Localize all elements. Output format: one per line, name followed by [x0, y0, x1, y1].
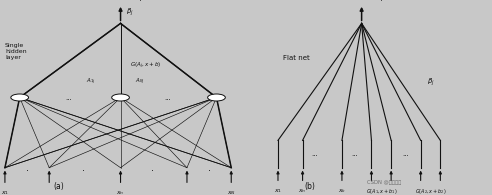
Text: $x_1$: $x_1$: [274, 187, 282, 195]
Text: Single
hidden
layer: Single hidden layer: [5, 43, 27, 60]
Text: $x_k$: $x_k$: [338, 187, 346, 195]
Text: $\beta_j$: $\beta_j$: [126, 7, 134, 18]
Text: ...: ...: [402, 151, 409, 157]
Text: .: .: [151, 163, 154, 173]
Text: .: .: [26, 163, 29, 173]
Text: .: .: [208, 163, 211, 173]
Circle shape: [11, 94, 29, 101]
Text: (a): (a): [54, 182, 64, 191]
Text: .: .: [82, 163, 85, 173]
Text: $A_{1j}$: $A_{1j}$: [86, 77, 96, 87]
Text: $G(A_2,x+b_2)$: $G(A_2,x+b_2)$: [415, 187, 446, 195]
Text: $\beta_j$: $\beta_j$: [427, 76, 434, 88]
Text: $x_n$: $x_n$: [299, 187, 307, 195]
Text: Flat net: Flat net: [283, 56, 309, 61]
Text: ...: ...: [311, 151, 318, 157]
Text: ...: ...: [164, 95, 171, 100]
Circle shape: [208, 94, 225, 101]
Text: $x_n$: $x_n$: [117, 189, 124, 195]
Text: (b): (b): [305, 182, 315, 191]
Circle shape: [112, 94, 129, 101]
Text: ...: ...: [65, 95, 72, 100]
Text: ...: ...: [351, 151, 358, 157]
Text: $x_N$: $x_N$: [227, 189, 236, 195]
Text: Output: Output: [128, 0, 152, 1]
Text: $G(A_j,x+b)$: $G(A_j,x+b)$: [130, 61, 162, 71]
Text: $A_{Nj}$: $A_{Nj}$: [135, 77, 145, 87]
Text: $G(A_1,x+b_1)$: $G(A_1,x+b_1)$: [366, 187, 397, 195]
Text: CSDN @偷偷宏爱: CSDN @偷偷宏爱: [367, 180, 401, 185]
Text: $x_1$: $x_1$: [1, 189, 9, 195]
Text: Output: Output: [369, 0, 393, 1]
